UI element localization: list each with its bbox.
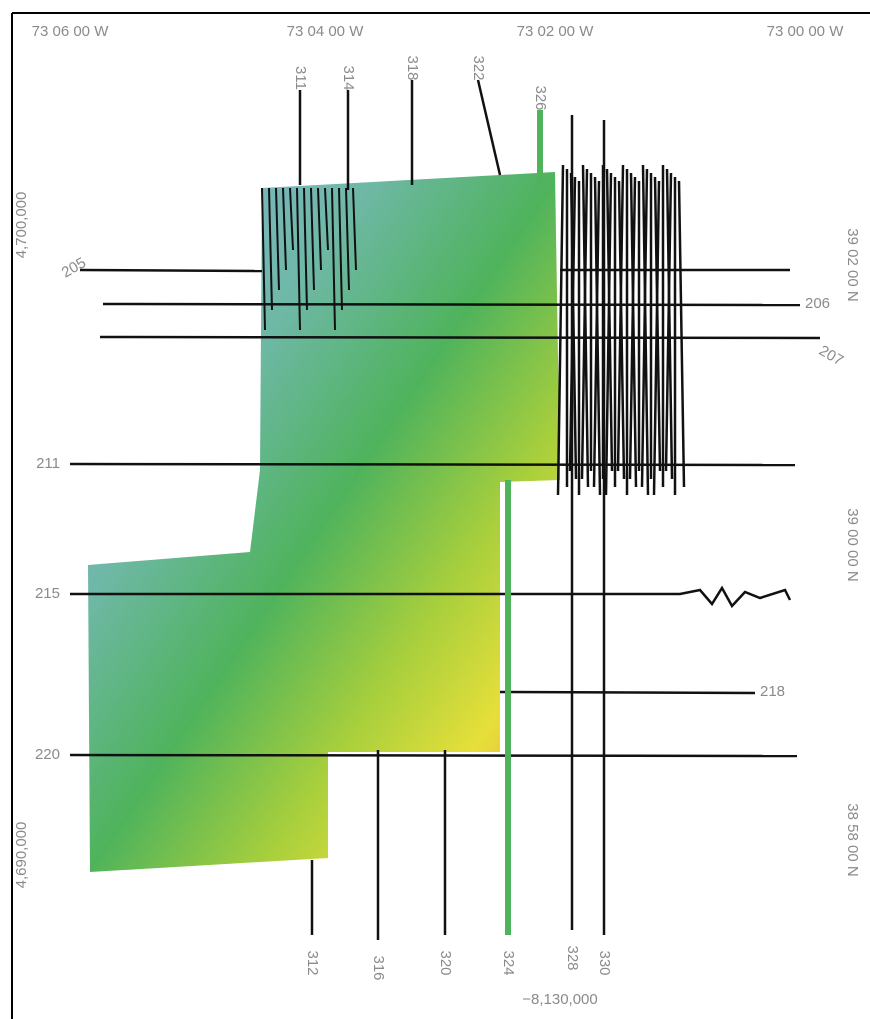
line-label: 318 (404, 55, 421, 80)
latitude-label: 39 02 00 N (844, 228, 861, 301)
dense-track (679, 181, 684, 487)
map: 205 206 207 211 215 218 220 311 314 318 322 326 312 3… (0, 0, 870, 1019)
line-label: 316 (370, 955, 387, 980)
latitude-label: 38 58 00 N (844, 803, 861, 876)
longitude-label: 73 06 00 W (32, 23, 110, 40)
trackline (500, 692, 755, 693)
trackline (103, 304, 800, 305)
trackline (70, 464, 795, 465)
line-label: 205 (59, 254, 89, 281)
line-label: 218 (760, 683, 785, 700)
line-label: 328 (564, 945, 581, 970)
line-label: 320 (437, 950, 454, 975)
longitude-label: 73 04 00 W (287, 23, 365, 40)
line-label: 326 (532, 85, 549, 110)
dense-track (558, 165, 563, 495)
line-label: 207 (816, 342, 846, 369)
line-label: 322 (470, 55, 487, 80)
line-label: 311 (292, 66, 309, 90)
longitude-label: 73 00 00 W (767, 23, 845, 40)
trackline (80, 270, 262, 271)
line-label: 314 (340, 65, 357, 90)
northing-label: 4,690,000 (13, 822, 30, 889)
latitude-label: 39 00 00 N (844, 508, 861, 581)
longitude-label: 73 02 00 W (517, 23, 595, 40)
line-label: 215 (35, 585, 60, 602)
bathymetry-swath (88, 172, 560, 872)
line-label: 312 (304, 950, 321, 975)
easting-label: −8,130,000 (522, 991, 598, 1008)
line-label: 206 (805, 295, 830, 312)
line-label: 324 (500, 950, 517, 975)
line-label: 330 (596, 950, 613, 975)
line-label: 211 (36, 455, 60, 472)
trackline (478, 80, 500, 175)
line-label: 220 (35, 746, 60, 763)
trackline (70, 755, 797, 756)
trackline (100, 337, 820, 338)
northing-label: 4,700,000 (13, 192, 30, 259)
